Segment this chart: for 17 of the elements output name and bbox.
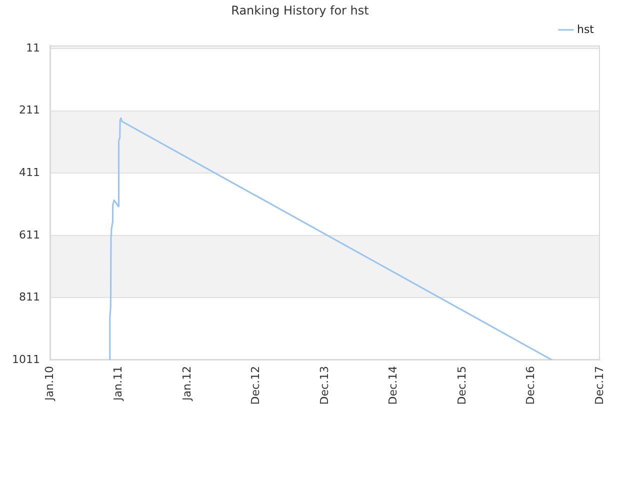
chart-title: Ranking History for hst <box>231 3 370 18</box>
x-tick-label: Dec.14 <box>386 366 400 405</box>
x-tick-label: Dec.17 <box>592 366 606 405</box>
x-tick-label: Dec.16 <box>524 366 538 405</box>
x-tick-label: Dec.13 <box>318 366 331 405</box>
y-tick-label: 611 <box>19 228 40 242</box>
y-tick-label: 411 <box>19 166 40 179</box>
y-tick-label: 811 <box>19 290 40 304</box>
x-tick-label: Jan.11 <box>112 366 125 402</box>
y-tick-label: 211 <box>19 104 40 117</box>
x-tick-label: Jan.12 <box>180 366 194 402</box>
x-tick-label: Dec.15 <box>455 366 468 405</box>
y-tick-label: 11 <box>26 41 40 54</box>
y-tick-label: 1011 <box>12 352 40 366</box>
x-tick-label: Dec.12 <box>249 366 262 405</box>
x-tick-label: Jan.10 <box>42 366 56 402</box>
legend-label: hst <box>576 22 595 36</box>
